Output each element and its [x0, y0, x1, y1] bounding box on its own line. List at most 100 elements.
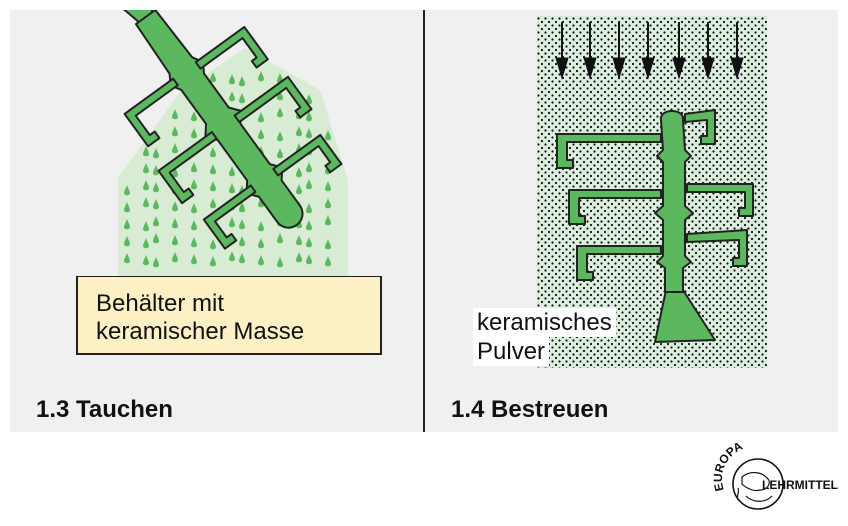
droplet: [258, 129, 264, 140]
droplet: [210, 256, 216, 267]
droplet: [306, 94, 312, 105]
droplet: [277, 107, 283, 118]
droplet: [239, 253, 245, 264]
droplet: [210, 164, 216, 175]
droplet: [277, 131, 283, 142]
droplet: [143, 146, 149, 157]
droplet: [191, 179, 197, 190]
droplet: [172, 167, 178, 178]
droplet: [229, 251, 235, 262]
sprinkle-arrows: [555, 22, 744, 80]
workpiece-dipped: [100, 10, 343, 250]
droplet: [306, 179, 312, 190]
droplet: [191, 203, 197, 214]
slurry-droplets: [124, 71, 331, 268]
droplet: [210, 181, 216, 192]
sprinkling-illustration: [537, 16, 767, 368]
droplet: [143, 163, 149, 174]
droplet: [143, 255, 149, 266]
droplet: [306, 237, 312, 248]
droplet: [258, 71, 264, 82]
droplet: [296, 167, 302, 178]
droplet: [258, 221, 264, 232]
droplet: [306, 128, 312, 139]
droplet: [153, 148, 159, 159]
arrow-head: [730, 57, 744, 80]
logo-side-text: LEHRMITTEL: [762, 478, 838, 492]
powder-label-line2: Pulver: [473, 337, 550, 366]
workpiece-sprinkled: [556, 109, 754, 343]
droplet: [325, 198, 331, 209]
droplet: [296, 126, 302, 137]
droplet: [143, 180, 149, 191]
droplet: [191, 254, 197, 265]
container-label-line1: Behälter mit: [96, 290, 225, 317]
logo-emblem: EUROPA LEHRMITTEL: [712, 439, 838, 510]
droplet: [153, 165, 159, 176]
globe-icon: [732, 458, 784, 510]
droplet: [210, 198, 216, 209]
droplet: [143, 238, 149, 249]
arrow-head: [672, 57, 686, 80]
arrow-head: [641, 57, 655, 80]
droplet: [143, 221, 149, 232]
droplet: [239, 202, 245, 213]
droplet: [172, 252, 178, 263]
droplet: [277, 90, 283, 101]
droplet: [191, 111, 197, 122]
droplet: [172, 235, 178, 246]
droplet: [172, 109, 178, 120]
droplet: [296, 235, 302, 246]
droplet: [210, 147, 216, 158]
arrow-head: [555, 57, 569, 80]
droplet: [229, 183, 235, 194]
container-box: [76, 277, 382, 355]
droplet: [153, 182, 159, 193]
droplet: [325, 181, 331, 192]
droplet: [124, 202, 130, 213]
droplet: [229, 166, 235, 177]
droplet: [325, 256, 331, 267]
panel-tauchen: Behälter mit keramischer Masse 1.3 Tauch…: [10, 10, 423, 432]
droplet: [124, 236, 130, 247]
droplet: [277, 233, 283, 244]
droplet: [153, 199, 159, 210]
droplet: [172, 201, 178, 212]
dipping-illustration: [76, 10, 382, 278]
droplet: [296, 184, 302, 195]
droplet: [239, 219, 245, 230]
droplet: [277, 257, 283, 268]
droplet: [239, 236, 245, 247]
arrow-head: [583, 57, 597, 80]
droplet: [191, 237, 197, 248]
droplet: [210, 239, 216, 250]
droplet: [258, 238, 264, 249]
droplet: [172, 126, 178, 137]
droplet: [258, 112, 264, 123]
droplet: [306, 220, 312, 231]
droplet: [325, 215, 331, 226]
droplet: [153, 257, 159, 268]
container-label-line2: keramischer Masse: [96, 318, 305, 345]
droplet: [306, 203, 312, 214]
droplet: [191, 220, 197, 231]
droplet: [191, 162, 197, 173]
droplet: [210, 72, 216, 83]
arrow-head: [612, 57, 626, 80]
droplet: [124, 185, 130, 196]
panel-divider: [423, 10, 425, 432]
droplet: [229, 217, 235, 228]
droplet: [325, 130, 331, 141]
droplet: [239, 93, 245, 104]
droplet: [306, 162, 312, 173]
arrow-head: [701, 57, 715, 80]
droplet: [124, 219, 130, 230]
droplet: [153, 216, 159, 227]
droplet: [258, 255, 264, 266]
droplet: [191, 128, 197, 139]
caption-tauchen: 1.3 Tauchen: [36, 396, 173, 423]
droplet: [229, 91, 235, 102]
caption-bestreuen: 1.4 Bestreuen: [451, 396, 609, 423]
droplet: [172, 218, 178, 229]
powder-label-line1: keramisches: [473, 308, 616, 337]
